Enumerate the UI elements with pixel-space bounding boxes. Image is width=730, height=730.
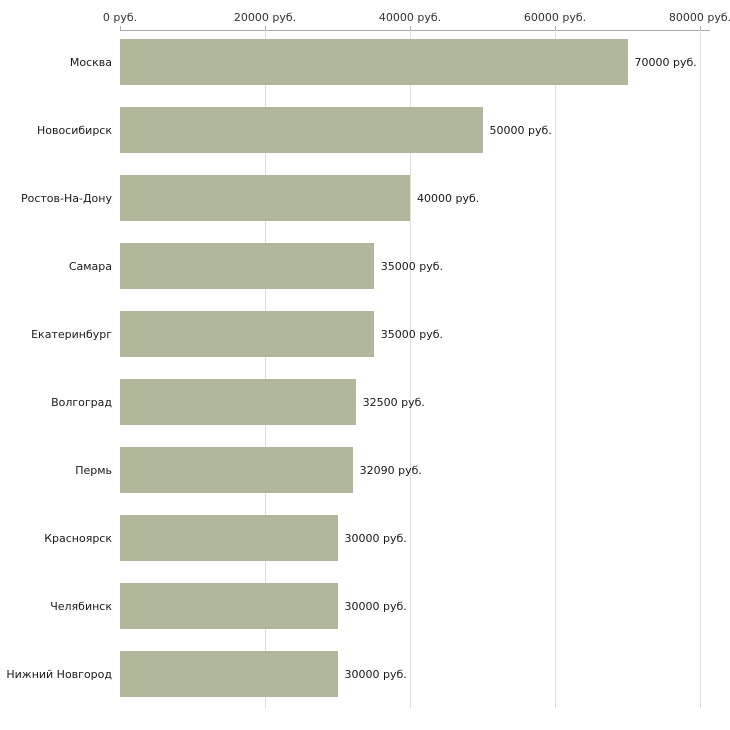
chart-row: Красноярск 30000 руб.	[44, 506, 700, 574]
chart-row: Екатеринбург 35000 руб.	[31, 302, 700, 370]
axis-tick	[410, 26, 411, 31]
plot-area: Москва 70000 руб. Новосибирск 50000 руб. Рос…	[6, 30, 701, 710]
value-label: 30000 руб.	[344, 667, 407, 681]
axis-tick	[700, 26, 701, 31]
bar	[120, 515, 338, 561]
axis-tick-label: 0 руб.	[102, 11, 138, 24]
category-label: Самара	[68, 259, 112, 273]
bar	[120, 379, 356, 425]
chart-row: Самара 35000 руб.	[69, 234, 700, 302]
chart-row: Челябинск 30000 руб.	[50, 574, 700, 642]
axis-tick	[120, 26, 121, 31]
gridline	[700, 30, 701, 708]
chart-row: Волгоград 32500 руб.	[51, 370, 700, 438]
axis-tick-label: 60000 руб.	[523, 11, 587, 24]
bar	[120, 107, 483, 153]
axis-tick	[555, 26, 556, 31]
value-label: 30000 руб.	[344, 531, 407, 545]
value-label: 32500 руб.	[362, 395, 425, 409]
chart-row: Ростов-На-Дону 40000 руб.	[21, 166, 700, 234]
axis-tick-label: 40000 руб.	[378, 11, 442, 24]
gridline	[265, 30, 266, 708]
gridline	[555, 30, 556, 708]
chart-row: Москва 70000 руб.	[70, 30, 700, 98]
category-label: Нижний Новгород	[6, 667, 112, 681]
axis-tick-label: 20000 руб.	[233, 11, 297, 24]
axis-tick	[265, 26, 266, 31]
bar	[120, 583, 338, 629]
value-label: 50000 руб.	[489, 123, 552, 137]
value-label: 70000 руб.	[634, 55, 697, 69]
chart-row: Нижний Новгород 30000 руб.	[6, 642, 700, 710]
category-label: Новосибирск	[36, 123, 112, 137]
bar	[120, 447, 353, 493]
bar	[120, 651, 338, 697]
category-label: Красноярск	[44, 531, 112, 545]
value-label: 32090 руб.	[359, 463, 422, 477]
axis-tick-label: 80000 руб.	[668, 11, 730, 24]
category-label: Волгоград	[51, 395, 112, 409]
category-label: Москва	[69, 55, 112, 69]
value-label: 30000 руб.	[344, 599, 407, 613]
value-label: 35000 руб.	[380, 259, 444, 273]
category-label: Екатеринбург	[31, 327, 112, 341]
chart-row: Пермь 32090 руб.	[75, 438, 700, 506]
gridline	[410, 30, 411, 708]
value-label: 40000 руб.	[417, 191, 480, 205]
bar	[120, 243, 374, 289]
chart-row: Новосибирск 50000 руб.	[37, 98, 700, 166]
value-label: 35000 руб.	[380, 327, 444, 341]
x-axis: 0 руб. 20000 руб. 40000 руб. 60000 руб. 8000…	[103, 11, 730, 31]
bar	[120, 175, 410, 221]
bar	[120, 311, 374, 357]
bar	[120, 39, 628, 85]
category-label: Пермь	[75, 463, 112, 477]
category-label: Челябинск	[50, 599, 112, 613]
category-label: Ростов-На-Дону	[20, 191, 112, 205]
